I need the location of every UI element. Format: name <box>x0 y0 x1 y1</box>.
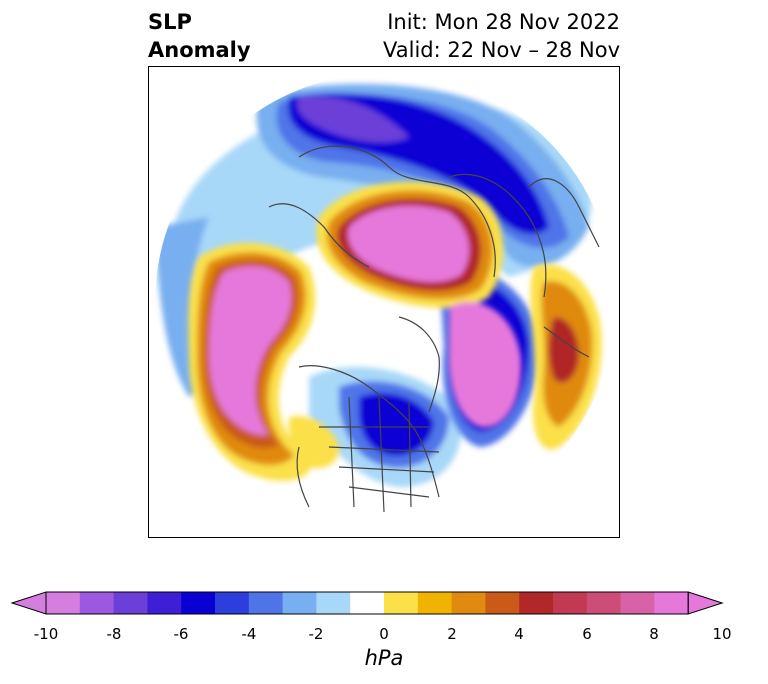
colorbar-cell <box>215 592 250 614</box>
colorbar-cell <box>147 592 182 614</box>
cb-tick: -2 <box>308 625 324 643</box>
colorbar-cell <box>181 592 216 614</box>
colorbar-cell <box>282 592 317 614</box>
anomaly-map <box>148 66 620 538</box>
cb-tick: 4 <box>514 625 524 643</box>
colorbar-max-arrow <box>687 591 724 615</box>
cb-tick: 8 <box>649 625 659 643</box>
colorbar-cell <box>46 592 81 614</box>
cb-tick: 6 <box>582 625 592 643</box>
colorbar-cell <box>553 592 588 614</box>
cb-tick: -6 <box>173 625 189 643</box>
cb-tick: -10 <box>33 625 59 643</box>
colorbar-cell <box>417 592 453 614</box>
colorbar-cell <box>586 592 622 614</box>
colorbar-cell <box>620 592 655 614</box>
init-date: Init: Mon 28 Nov 2022 <box>387 10 620 34</box>
colorbar-cell <box>451 592 486 614</box>
anomaly-field <box>155 73 615 533</box>
colorbar-cell <box>485 592 520 614</box>
colorbar-cell <box>248 592 284 614</box>
colorbar-min-arrow <box>10 591 47 615</box>
colorbar-cell <box>519 592 554 614</box>
colorbar-cell <box>384 592 419 614</box>
colorbar-cell <box>79 592 115 614</box>
title-line-2: Anomaly <box>148 38 251 62</box>
cb-tick: 10 <box>712 625 732 643</box>
colorbar-border <box>45 591 689 615</box>
colorbar-cell <box>316 592 351 614</box>
map-svg <box>155 73 615 533</box>
colorbar-cell <box>113 592 148 614</box>
colorbar-units: hPa <box>364 646 404 670</box>
cb-tick: -8 <box>106 625 122 643</box>
map-dates: Init: Mon 28 Nov 2022 Valid: 22 Nov – 28… <box>383 8 620 64</box>
coastlines <box>268 145 600 513</box>
colorbar <box>10 591 724 615</box>
colorbar-cell <box>654 592 689 614</box>
cb-tick: -4 <box>241 625 257 643</box>
colorbar-cell <box>350 592 385 614</box>
title-line-1: SLP <box>148 10 192 34</box>
map-title: SLP Anomaly <box>148 8 251 64</box>
valid-range: Valid: 22 Nov – 28 Nov <box>383 38 620 62</box>
cb-tick: 2 <box>447 625 457 643</box>
cb-tick: 0 <box>379 625 389 643</box>
